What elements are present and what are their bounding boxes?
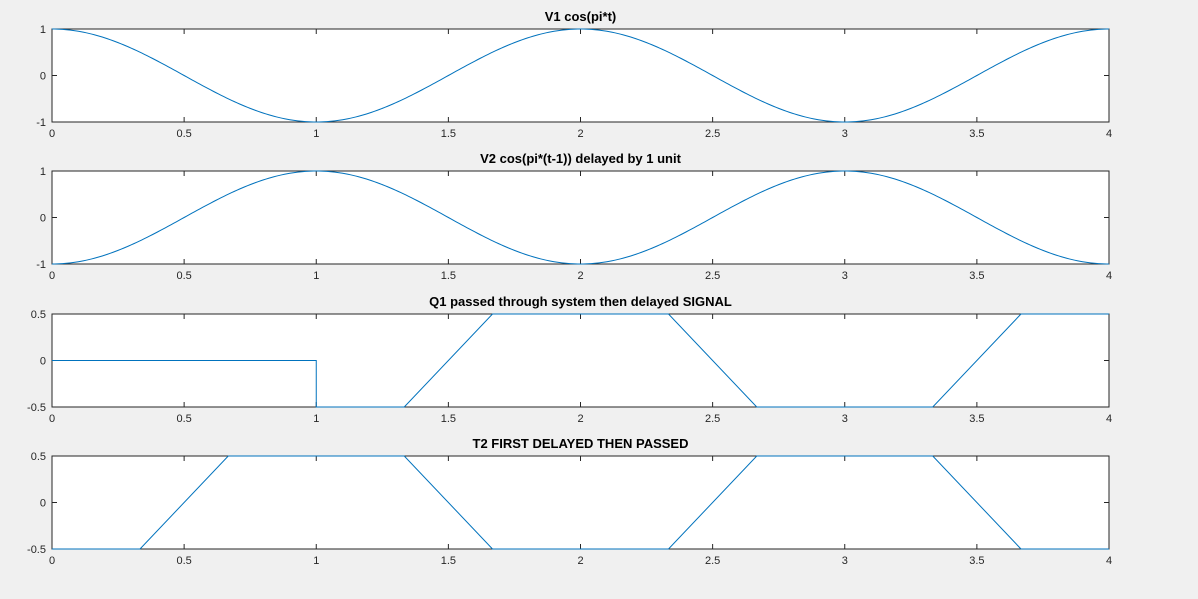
axes-box	[51, 455, 1110, 550]
x-tick-label: 1.5	[441, 270, 456, 282]
x-tick-label: 3.5	[969, 555, 984, 567]
x-tick-label: 2	[577, 128, 583, 140]
y-tick-label: -0.5	[27, 402, 46, 414]
x-tick-label: 3	[842, 413, 848, 425]
y-tick-label: 0	[40, 356, 46, 368]
subplot-q1: Q1 passed through system then delayed SI…	[27, 294, 1112, 425]
x-tick-label: 1	[313, 413, 319, 425]
x-tick-label: 2.5	[705, 413, 720, 425]
x-tick-label: 4	[1106, 555, 1112, 567]
x-tick-label: 1	[313, 128, 319, 140]
series-line	[51, 28, 1110, 123]
x-tick-label: 2	[577, 413, 583, 425]
axes-box	[51, 170, 1110, 265]
y-tick-label: -1	[36, 117, 46, 129]
series-line	[52, 455, 1109, 550]
subplot-v1: V1 cos(pi*t)0 0.5 1 1.5 2 2.5 3 3.5 4-101	[36, 9, 1112, 140]
chart-title: V1 cos(pi*t)	[545, 9, 617, 24]
subplot-t2: T2 FIRST DELAYED THEN PASSED 0 0.5 1 1.5 2 2.5…	[27, 436, 1112, 567]
x-tick-label: 4	[1106, 128, 1112, 140]
x-tick-label: 1.5	[441, 128, 456, 140]
y-tick-label: 0	[40, 498, 46, 510]
series-line	[52, 313, 1109, 408]
y-tick-label: -1	[36, 259, 46, 271]
x-tick-label: 4	[1106, 270, 1112, 282]
x-tick-label: 0.5	[176, 413, 191, 425]
y-tick-label: 0	[40, 213, 46, 225]
x-tick-label: 0.5	[176, 555, 191, 567]
y-tick-label: 1	[40, 166, 46, 178]
y-tick-label: 1	[40, 24, 46, 36]
x-tick-label: 3.5	[969, 128, 984, 140]
y-tick-label: 0.5	[31, 309, 46, 321]
chart-title: T2 FIRST DELAYED THEN PASSED	[473, 436, 689, 451]
chart-title: V2 cos(pi*(t-1)) delayed by 1 unit	[480, 151, 681, 166]
x-tick-label: 0.5	[176, 270, 191, 282]
x-tick-label: 0.5	[176, 128, 191, 140]
x-tick-label: 2	[577, 270, 583, 282]
x-tick-label: 3	[842, 555, 848, 567]
y-tick-label: 0.5	[31, 451, 46, 463]
x-tick-label: 1.5	[441, 413, 456, 425]
x-tick-label: 0	[49, 270, 55, 282]
x-tick-label: 3.5	[969, 413, 984, 425]
y-tick-label: -0.5	[27, 544, 46, 556]
x-tick-label: 0	[49, 413, 55, 425]
series-line	[51, 170, 1110, 265]
x-tick-label: 2.5	[705, 555, 720, 567]
x-tick-label: 3	[842, 270, 848, 282]
x-tick-label: 2.5	[705, 270, 720, 282]
x-tick-label: 4	[1106, 413, 1112, 425]
y-tick-label: 0	[40, 71, 46, 83]
x-tick-label: 1.5	[441, 555, 456, 567]
chart-title: Q1 passed through system then delayed SI…	[429, 294, 732, 309]
x-tick-label: 1	[313, 555, 319, 567]
x-tick-label: 2.5	[705, 128, 720, 140]
x-tick-label: 3.5	[969, 270, 984, 282]
x-tick-label: 1	[313, 270, 319, 282]
axes-box	[51, 28, 1110, 123]
x-tick-label: 3	[842, 128, 848, 140]
x-tick-label: 2	[577, 555, 583, 567]
x-tick-label: 0	[49, 128, 55, 140]
x-tick-label: 0	[49, 555, 55, 567]
subplot-v2: V2 cos(pi*(t-1)) delayed by 1 unit 0 0.5 1 1…	[36, 151, 1112, 282]
